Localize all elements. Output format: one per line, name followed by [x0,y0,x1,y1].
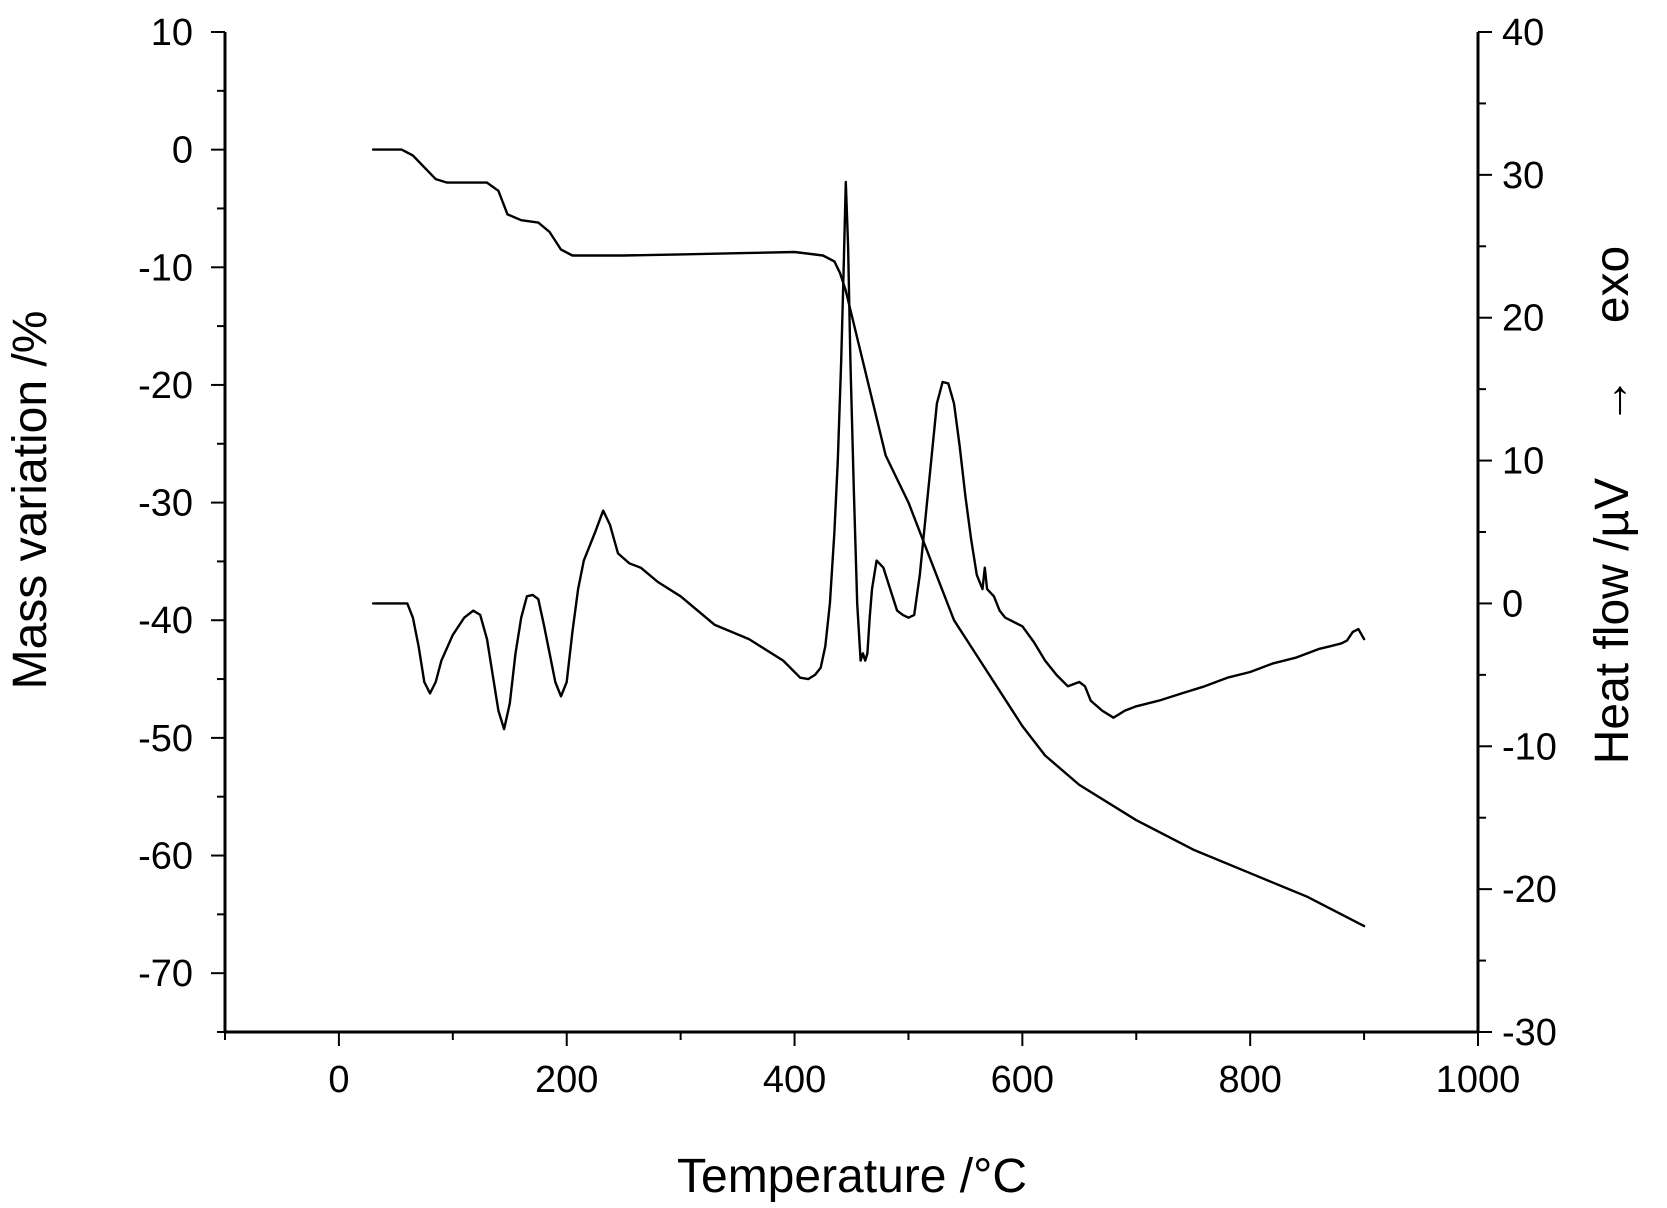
y-left-tick-label: 10 [151,12,193,54]
heat-flow-line [371,180,1366,731]
plot-frame [223,32,1480,1034]
y-right-tick-label: -30 [1502,1012,1557,1054]
left-axis-title: Mass variation /% [4,311,57,690]
x-tick-label: 200 [535,1059,598,1101]
x-tick-label: 600 [991,1059,1054,1101]
y-left-tick-label: -50 [138,718,193,760]
right-axis-title: Heat flow /µV → exo [1586,246,1639,765]
y-right-tick-label: 20 [1502,298,1544,340]
y-left-tick-label: -60 [138,836,193,878]
x-axis-title: Temperature /°C [677,1150,1027,1203]
x-tick-label: 1000 [1436,1059,1521,1101]
y-left-tick-label: -40 [138,600,193,642]
y-right-tick-label: 40 [1502,12,1544,54]
x-tick-label: 400 [763,1059,826,1101]
series-layer [371,148,1366,928]
y-left-tick-label: -20 [138,365,193,407]
y-left-tick-label: -70 [138,953,193,995]
x-tick-label: 0 [328,1059,349,1101]
tick-labels: 0 200 400 600 800 1000100-10-20-30-40-50-60-7… [138,12,1557,1101]
y-right-tick-label: -20 [1502,869,1557,911]
y-left-tick-label: 0 [172,130,193,172]
mass-variation-line [371,148,1366,928]
ticks [211,31,1492,1046]
y-right-tick-label: -10 [1502,726,1557,768]
x-tick-label: 800 [1218,1059,1281,1101]
y-left-tick-label: -10 [138,247,193,289]
y-right-tick-label: 30 [1502,155,1544,197]
y-right-tick-label: 10 [1502,441,1544,483]
y-right-tick-label: 0 [1502,583,1523,625]
y-left-tick-label: -30 [138,483,193,525]
